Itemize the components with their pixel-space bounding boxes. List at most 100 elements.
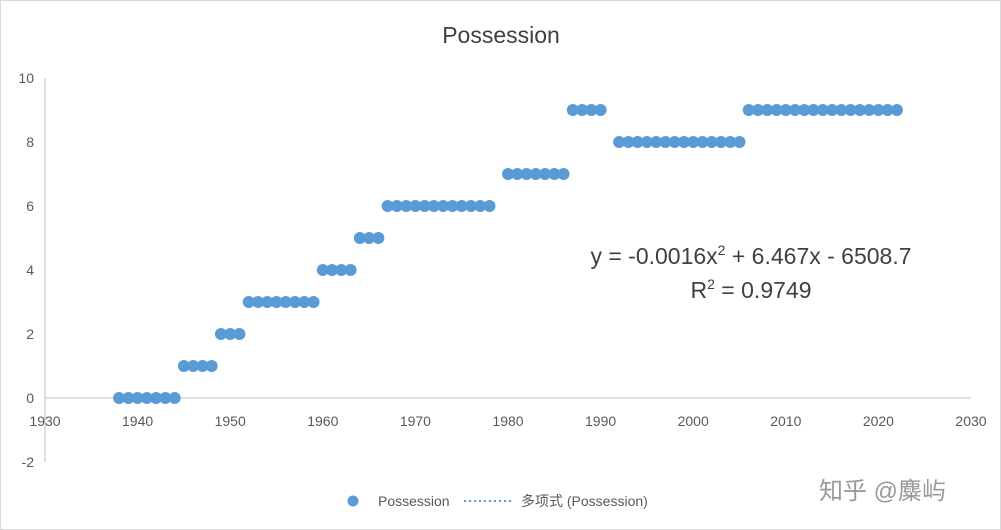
data-point xyxy=(826,104,839,116)
data-point xyxy=(761,104,774,116)
data-point xyxy=(307,296,320,308)
data-point xyxy=(187,360,200,372)
data-point xyxy=(177,360,190,372)
data-point xyxy=(298,296,311,308)
data-point xyxy=(622,136,635,148)
data-point xyxy=(613,136,626,148)
data-point xyxy=(251,296,264,308)
y-tick-label: 10 xyxy=(18,70,34,86)
data-point xyxy=(168,392,181,404)
x-tick-label: 1970 xyxy=(400,413,431,429)
data-point xyxy=(705,136,718,148)
data-point xyxy=(381,200,394,212)
data-point xyxy=(233,328,246,340)
data-point xyxy=(668,136,681,148)
x-tick-label: 2000 xyxy=(678,413,709,429)
data-point xyxy=(789,104,802,116)
data-point xyxy=(344,264,357,276)
data-point xyxy=(779,104,792,116)
data-point xyxy=(409,200,422,212)
data-point xyxy=(326,264,339,276)
data-point xyxy=(770,104,783,116)
x-tick-label: 2030 xyxy=(955,413,986,429)
data-point xyxy=(140,392,153,404)
data-point xyxy=(835,104,848,116)
data-point xyxy=(696,136,709,148)
x-tick-label: 1950 xyxy=(215,413,246,429)
data-point xyxy=(557,168,570,180)
data-point xyxy=(881,104,894,116)
trend-equation: y = -0.0016x2 + 6.467x - 6508.7 xyxy=(590,242,911,269)
data-point xyxy=(242,296,255,308)
data-point xyxy=(316,264,329,276)
data-point xyxy=(502,168,514,180)
y-tick-label: 8 xyxy=(26,134,34,150)
data-point xyxy=(270,296,283,308)
data-point xyxy=(733,136,746,148)
data-point xyxy=(566,104,579,116)
x-tick-label: 1940 xyxy=(122,413,153,429)
data-point xyxy=(863,104,876,116)
data-point xyxy=(539,168,552,180)
data-point xyxy=(844,104,857,116)
data-point xyxy=(594,104,607,116)
data-point xyxy=(113,392,126,404)
data-point xyxy=(289,296,302,308)
y-tick-label: 2 xyxy=(26,326,34,342)
chart-title: Possession xyxy=(442,22,560,48)
data-point xyxy=(390,200,403,212)
x-tick-labels: 1930 1940 1950 1960 1970 1980 1990 2000 2010 2020… xyxy=(29,413,986,429)
data-point xyxy=(150,392,163,404)
data-point xyxy=(483,200,496,212)
x-tick-label: 1930 xyxy=(29,413,60,429)
data-point xyxy=(400,200,413,212)
y-tick-label: 6 xyxy=(26,198,34,214)
data-point xyxy=(214,328,227,340)
trend-r-squared: R2 = 0.9749 xyxy=(691,276,812,303)
data-point xyxy=(224,328,237,340)
y-tick-label: 4 xyxy=(26,262,34,278)
data-point xyxy=(714,136,727,148)
watermark: 知乎 @麋屿 xyxy=(819,478,946,505)
data-point xyxy=(464,200,477,212)
data-point xyxy=(640,136,653,148)
data-point xyxy=(631,136,644,148)
x-tick-label: 1960 xyxy=(307,413,338,429)
data-point xyxy=(196,360,209,372)
data-point xyxy=(437,200,450,212)
data-point xyxy=(650,136,663,148)
data-point xyxy=(659,136,672,148)
data-point xyxy=(742,104,755,116)
y-tick-label: 0 xyxy=(26,390,34,406)
data-point xyxy=(122,392,135,404)
legend-label-trendline: 多项式 (Possession) xyxy=(521,493,648,509)
data-point xyxy=(677,136,690,148)
data-point xyxy=(853,104,866,116)
legend-marker-possession xyxy=(347,495,359,507)
data-point xyxy=(872,104,885,116)
data-point xyxy=(427,200,440,212)
data-point xyxy=(418,200,431,212)
data-point xyxy=(687,136,700,148)
data-point xyxy=(363,232,376,244)
data-point xyxy=(474,200,487,212)
data-point xyxy=(529,168,542,180)
data-point xyxy=(511,168,524,180)
x-tick-label: 1980 xyxy=(492,413,523,429)
y-tick-labels: -2 0 2 4 6 8 10 xyxy=(18,70,34,470)
data-point xyxy=(131,392,144,404)
data-point xyxy=(752,104,765,116)
data-point xyxy=(585,104,598,116)
data-point xyxy=(576,104,589,116)
legend-label-possession: Possession xyxy=(378,493,450,509)
data-point xyxy=(724,136,737,148)
data-point xyxy=(548,168,561,180)
data-point xyxy=(159,392,172,404)
x-tick-label: 2010 xyxy=(770,413,801,429)
legend: Possession 多项式 (Possession) xyxy=(347,493,648,509)
data-point xyxy=(335,264,348,276)
data-point xyxy=(890,104,903,116)
x-tick-label: 2020 xyxy=(863,413,894,429)
axes xyxy=(44,78,971,462)
